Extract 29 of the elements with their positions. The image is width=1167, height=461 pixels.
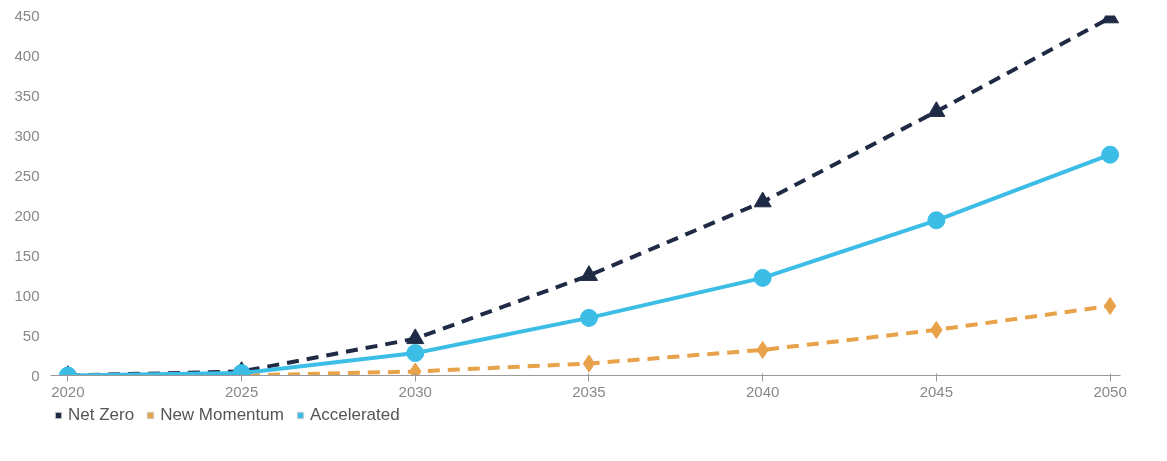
x-tick-label: 2040: [745, 382, 780, 400]
x-tick-label: 2050: [1093, 382, 1127, 400]
legend-label: Net Zero: [68, 405, 135, 425]
point: [927, 211, 946, 230]
y-tick-label: 100: [14, 286, 40, 304]
x-tick-label: 2035: [572, 382, 606, 400]
y-tick-label: 150: [14, 246, 40, 264]
y-tick-label: 0: [31, 366, 40, 384]
y-tick-label: 300: [14, 126, 40, 144]
x-tick-label: 2030: [398, 382, 432, 400]
y-tick-label: 450: [14, 6, 40, 24]
point: [1103, 296, 1117, 315]
legend-label: New Momentum: [160, 405, 284, 425]
legend-label: Accelerated: [309, 405, 400, 425]
point: [406, 328, 425, 345]
x-tick-label: 2045: [919, 382, 954, 400]
y-tick-label: 400: [14, 46, 40, 64]
point: [1101, 145, 1120, 164]
point: [582, 354, 596, 373]
point: [579, 308, 598, 327]
x-tick-label: 2020: [51, 382, 85, 400]
point: [753, 268, 772, 287]
y-tick-label: 50: [22, 326, 40, 344]
y-tick-label: 250: [14, 166, 40, 184]
y-tick-label: 350: [14, 86, 40, 104]
y-tick-label: 200: [14, 206, 40, 224]
point: [579, 265, 598, 281]
point: [753, 191, 772, 208]
x-tick-label: 2025: [224, 382, 259, 400]
